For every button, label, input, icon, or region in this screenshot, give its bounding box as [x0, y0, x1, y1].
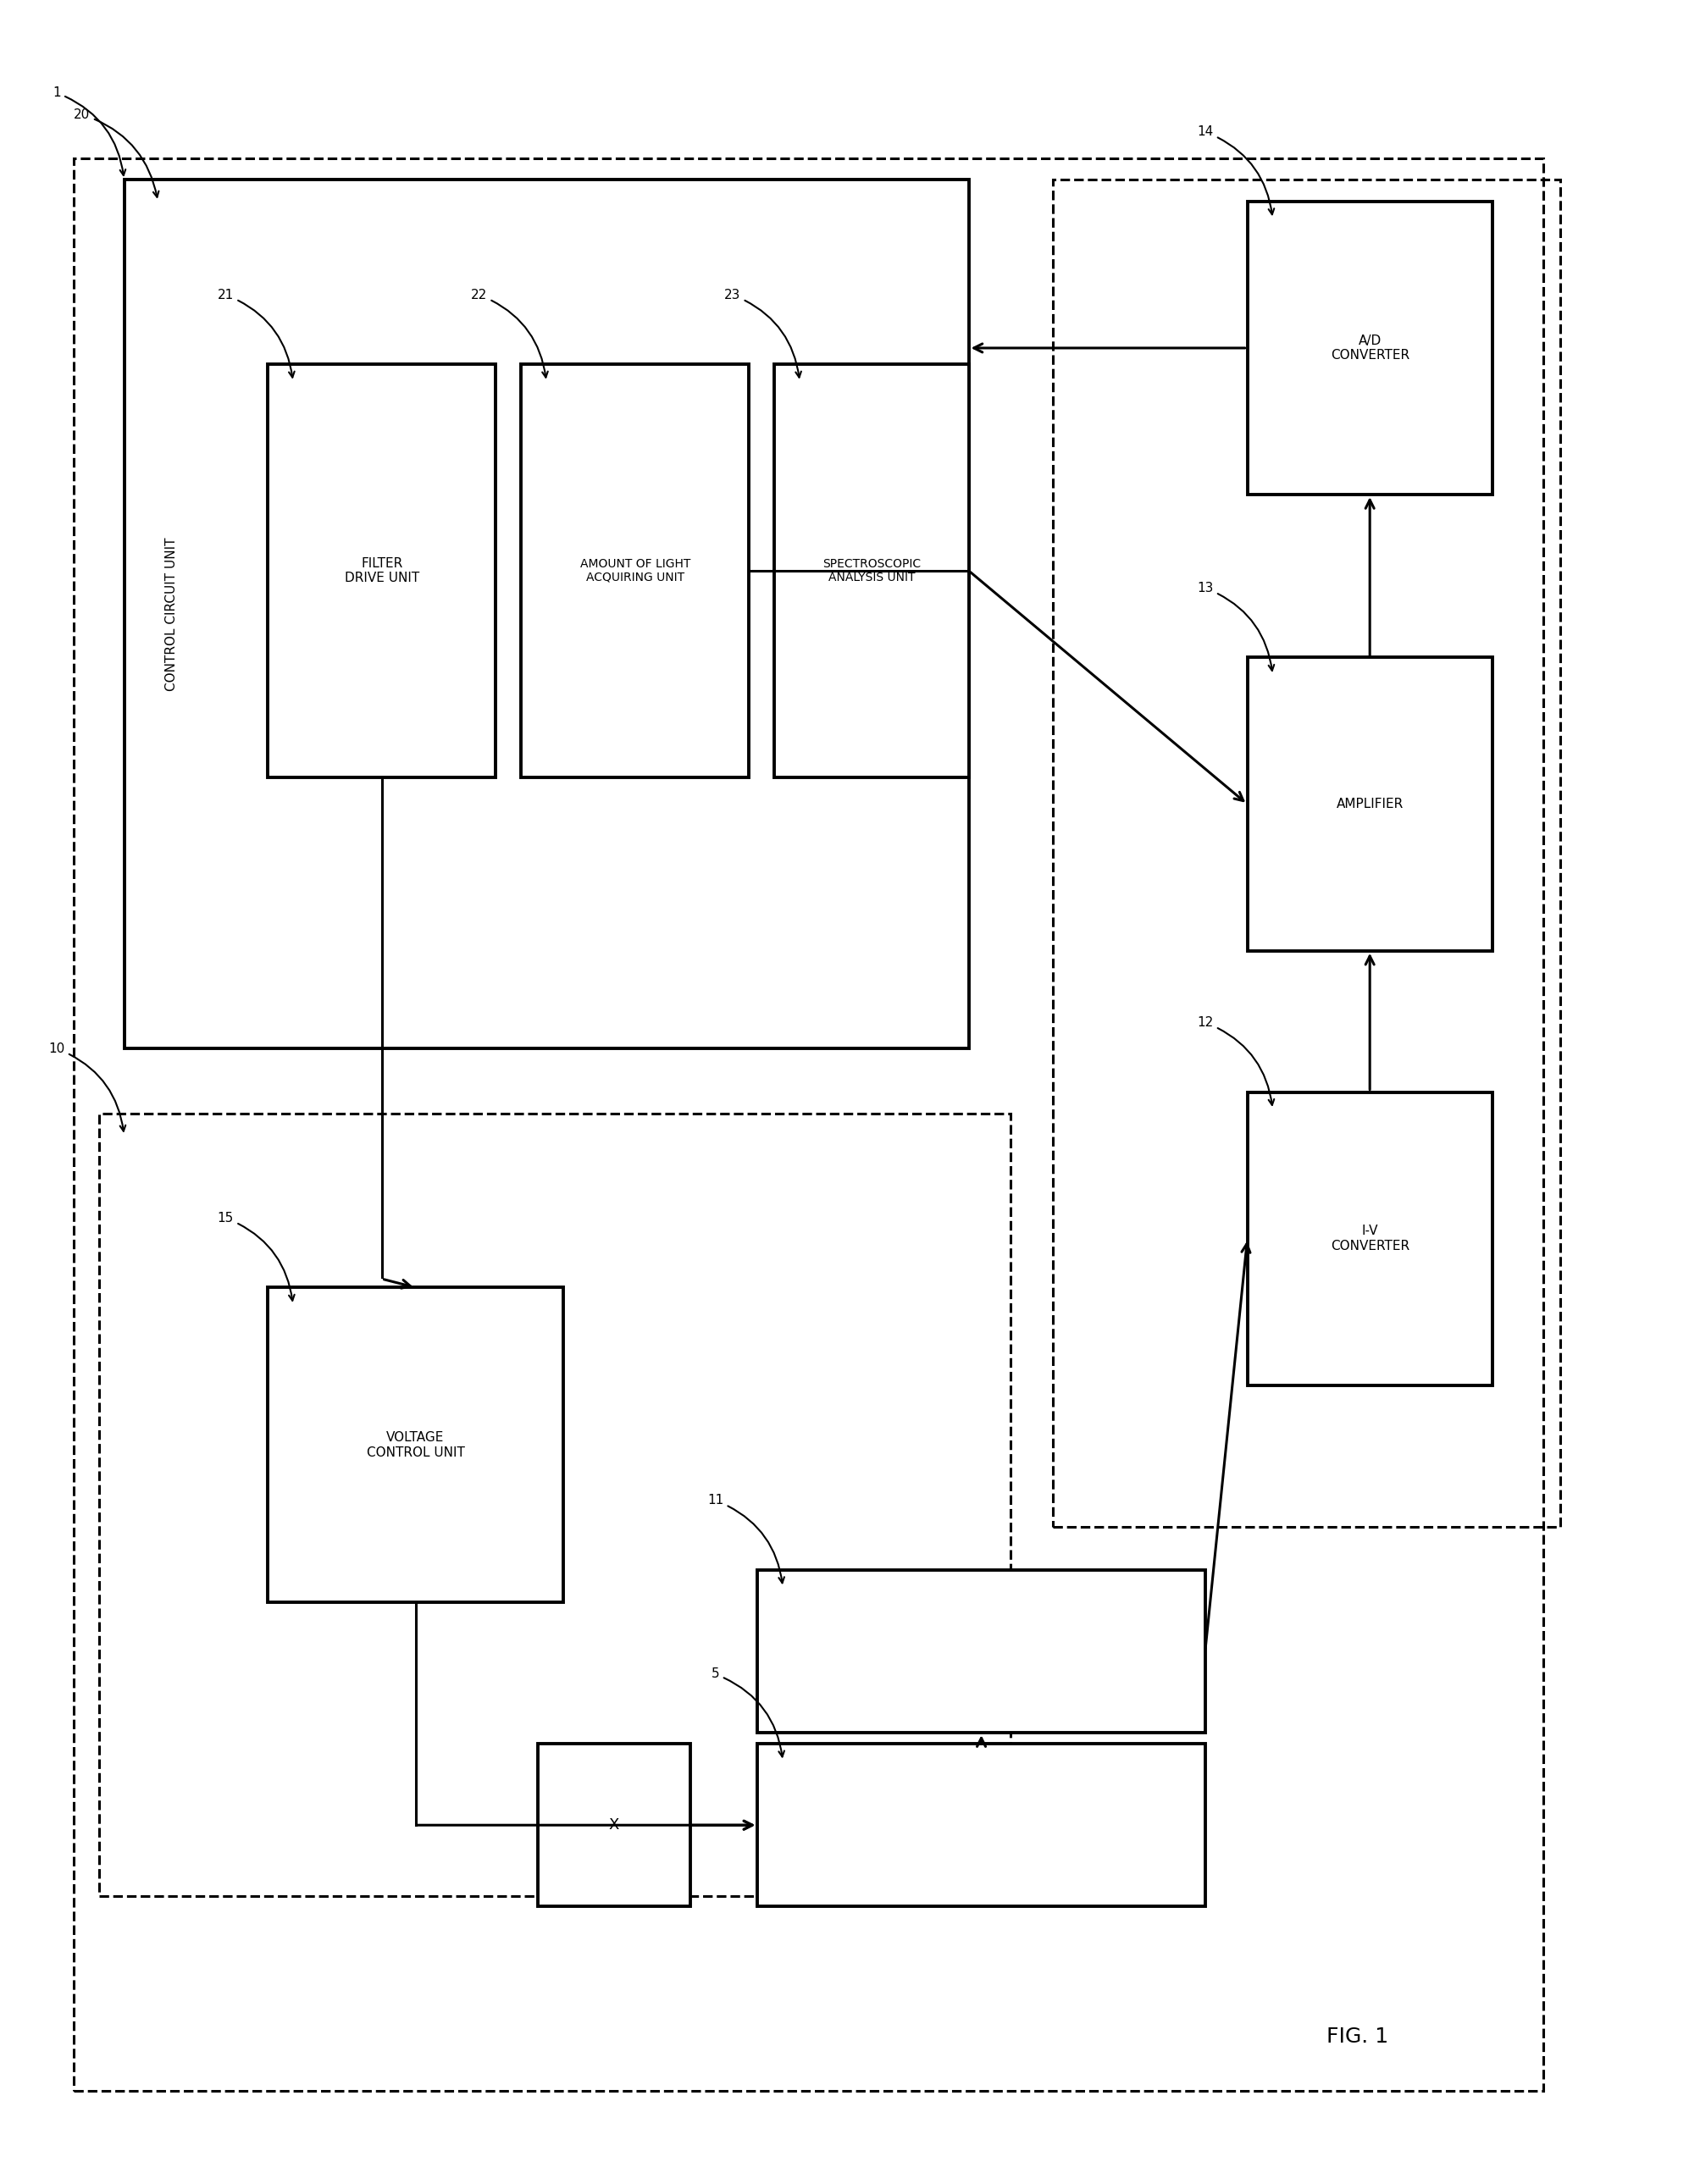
Bar [756, 1743, 1205, 1907]
Bar [756, 1570, 1205, 1732]
Bar [73, 157, 1542, 2092]
Text: FIG. 1: FIG. 1 [1326, 2027, 1387, 2046]
Text: VOLTAGE
CONTROL UNIT: VOLTAGE CONTROL UNIT [366, 1431, 464, 1459]
Text: 22: 22 [471, 288, 547, 378]
Text: 20: 20 [73, 109, 158, 197]
Bar [267, 365, 495, 778]
Text: 5: 5 [711, 1669, 784, 1756]
Text: CONTROL CIRCUIT UNIT: CONTROL CIRCUIT UNIT [165, 537, 178, 690]
Bar [537, 1743, 690, 1907]
Bar [520, 365, 748, 778]
Text: 12: 12 [1197, 1016, 1273, 1105]
Text: 15: 15 [218, 1212, 294, 1302]
Bar [99, 1114, 1010, 1896]
Bar [267, 1289, 563, 1603]
Text: 13: 13 [1197, 581, 1273, 670]
Bar [1246, 1092, 1491, 1385]
Text: AMPLIFIER: AMPLIFIER [1336, 797, 1402, 810]
Text: 10: 10 [48, 1042, 126, 1131]
Bar [1246, 201, 1491, 494]
Text: 14: 14 [1197, 124, 1273, 214]
Bar [1246, 657, 1491, 950]
Text: 21: 21 [218, 288, 294, 378]
Bar [774, 365, 969, 778]
Text: 11: 11 [707, 1494, 784, 1583]
Text: AMOUNT OF LIGHT
ACQUIRING UNIT: AMOUNT OF LIGHT ACQUIRING UNIT [580, 557, 690, 583]
Bar [1052, 179, 1559, 1527]
Text: A/D
CONVERTER: A/D CONVERTER [1329, 334, 1409, 363]
Bar [124, 179, 969, 1048]
Text: 23: 23 [724, 288, 801, 378]
Text: X: X [609, 1817, 619, 1832]
Text: FILTER
DRIVE UNIT: FILTER DRIVE UNIT [343, 557, 418, 585]
Text: 1: 1 [53, 87, 126, 175]
Text: I-V
CONVERTER: I-V CONVERTER [1329, 1225, 1409, 1251]
Text: SPECTROSCOPIC
ANALYSIS UNIT: SPECTROSCOPIC ANALYSIS UNIT [821, 557, 920, 583]
